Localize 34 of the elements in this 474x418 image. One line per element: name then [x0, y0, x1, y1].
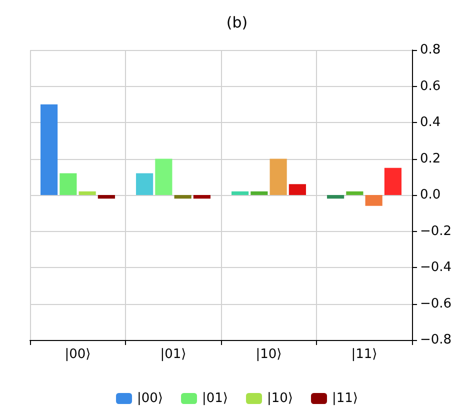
- x-tick-label: |00⟩: [64, 347, 91, 362]
- chart-title: (b): [226, 14, 248, 32]
- x-tick-label: |01⟩: [160, 347, 186, 362]
- bar: [78, 191, 96, 195]
- x-tick-label: |11⟩: [351, 347, 378, 362]
- y-tick-label: −0.8: [420, 332, 452, 348]
- bar: [250, 191, 268, 195]
- y-tick-label: 0.6: [420, 78, 441, 94]
- y-tick-label: −0.4: [420, 260, 452, 275]
- legend-label: |00⟩: [137, 391, 164, 406]
- y-tick-label: 0.8: [420, 42, 441, 58]
- y-tick-label: 0.0: [420, 188, 441, 202]
- bar: [232, 191, 249, 195]
- bar: [365, 195, 382, 206]
- bar: [270, 158, 287, 195]
- bar: [346, 191, 364, 195]
- y-tick-label: 0.4: [420, 115, 441, 130]
- legend-label: |01⟩: [202, 391, 228, 406]
- legend-label: |11⟩: [332, 391, 358, 406]
- bar: [155, 158, 172, 195]
- bar: [136, 173, 154, 195]
- bar: [174, 195, 192, 199]
- bar: [327, 195, 344, 199]
- y-tick-label: 0.2: [420, 151, 441, 166]
- x-tick-label: |10⟩: [256, 347, 282, 362]
- bar: [40, 104, 58, 195]
- bar: [288, 184, 306, 195]
- y-tick-label: −0.6: [420, 296, 452, 312]
- bar: [384, 168, 402, 195]
- bar: [60, 173, 77, 195]
- bar: [98, 195, 115, 199]
- legend-label: |10⟩: [267, 391, 293, 406]
- bar: [193, 195, 210, 199]
- y-tick-label: −0.2: [420, 224, 452, 239]
